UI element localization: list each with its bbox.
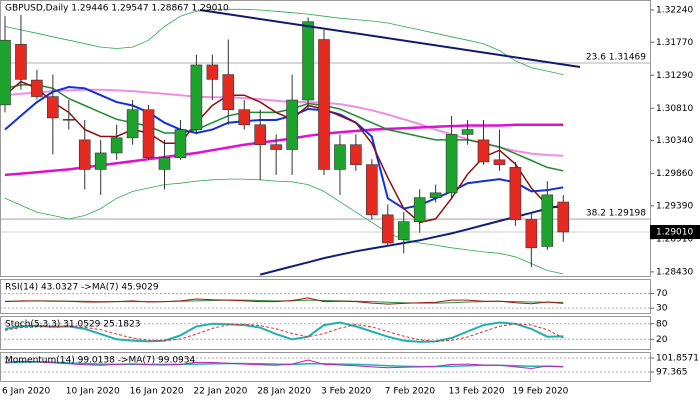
candle-body	[94, 152, 107, 170]
x-tick-label: 16 Jan 2020	[130, 387, 184, 397]
candle-body	[413, 197, 426, 222]
indicator-line	[4, 359, 564, 370]
trend-line	[199, 9, 581, 68]
candle-body	[78, 139, 91, 170]
candle-body	[461, 129, 474, 135]
candle-body	[493, 159, 506, 165]
indicator-line	[4, 8, 564, 75]
candle-body	[366, 164, 378, 216]
indicator-line	[4, 85, 564, 210]
candle-body	[0, 39, 11, 106]
y-tick-label: 1.29390	[656, 201, 693, 211]
x-tick-label: 22 Jan 2020	[193, 387, 247, 397]
candle-body	[110, 137, 123, 154]
last-price-label: 1.29010	[656, 228, 693, 238]
candle-body	[62, 118, 75, 121]
candle-body	[142, 109, 155, 159]
y-tick-label: 1.31290	[656, 71, 693, 81]
candle-body	[445, 134, 458, 194]
panel-title: Momentum(14) 99.0138 ->MA(7) 99.0934	[5, 356, 196, 366]
x-tick-label: 7 Feb 2020	[385, 387, 436, 397]
candle-body	[318, 39, 330, 170]
candle-body	[525, 219, 538, 249]
y-tick-label: 97.365	[656, 368, 688, 378]
indicator-line	[4, 297, 564, 305]
candle-body	[31, 79, 43, 97]
y-tick-label: 1.28430	[656, 267, 693, 277]
candle-body	[286, 99, 298, 150]
x-tick-label: 10 Jan 2020	[66, 387, 120, 397]
y-tick-label: 1.29860	[656, 169, 693, 179]
candle-body	[190, 64, 203, 130]
candle-body	[334, 144, 346, 170]
fib-label: 38.2 1.29198	[586, 209, 646, 219]
candle-body	[174, 129, 187, 159]
candle-body	[541, 194, 554, 247]
candle-body	[15, 44, 27, 80]
plot-area	[0, 293, 650, 309]
y-tick-label: 1.31770	[656, 38, 693, 48]
candle-body	[477, 139, 490, 163]
indicator-line	[4, 178, 564, 275]
candle-body	[47, 96, 59, 119]
y-tick-label: 30	[656, 304, 668, 314]
panel-title: GBPUSD,Daily 1.29446 1.29547 1.28867 1.2…	[5, 4, 229, 14]
y-tick-label: 1.28910	[656, 234, 693, 244]
plot-area	[0, 321, 650, 343]
candle-body	[254, 124, 266, 146]
candle-body	[429, 192, 442, 198]
x-tick-label: 13 Feb 2020	[449, 387, 505, 397]
candle-body	[350, 144, 362, 165]
candle-body	[222, 74, 235, 110]
candle-body	[206, 64, 219, 80]
x-tick-label: 3 Feb 2020	[321, 387, 372, 397]
plot-area	[0, 8, 650, 276]
y-tick-label: 1.32240	[656, 5, 693, 15]
indicator-line	[4, 84, 564, 172]
candle-body	[302, 21, 314, 101]
candle-body	[557, 201, 570, 233]
indicator-line	[4, 321, 564, 343]
indicator-line	[4, 80, 564, 224]
y-tick-label: 1.30810	[656, 104, 693, 114]
fib-label: 23.6 1.31469	[586, 52, 646, 62]
plot-area	[0, 357, 650, 373]
x-tick-label: 6 Jan 2020	[2, 387, 50, 397]
x-tick-label: 19 Feb 2020	[512, 387, 568, 397]
panel-title: RSI(14) 43.0327 ->MA(7) 45.9029	[5, 283, 159, 293]
last-price-box	[650, 225, 700, 240]
y-tick-label: 1.30340	[656, 136, 693, 146]
y-tick-label: 101.8571	[656, 353, 699, 363]
panel-title: Stoch(5,3,3) 31.0529 25.1823	[5, 320, 140, 330]
candle-body	[238, 109, 251, 126]
x-tick-label: 28 Jan 2020	[257, 387, 311, 397]
candle-body	[270, 144, 282, 150]
y-tick-label: 80	[656, 319, 668, 329]
candle-body	[381, 214, 394, 244]
y-tick-label: 70	[656, 289, 668, 299]
candle-body	[126, 109, 139, 139]
candle-body	[509, 167, 522, 220]
y-tick-label: 20	[656, 335, 668, 345]
candle-body	[158, 157, 171, 170]
candle-body	[397, 221, 410, 240]
